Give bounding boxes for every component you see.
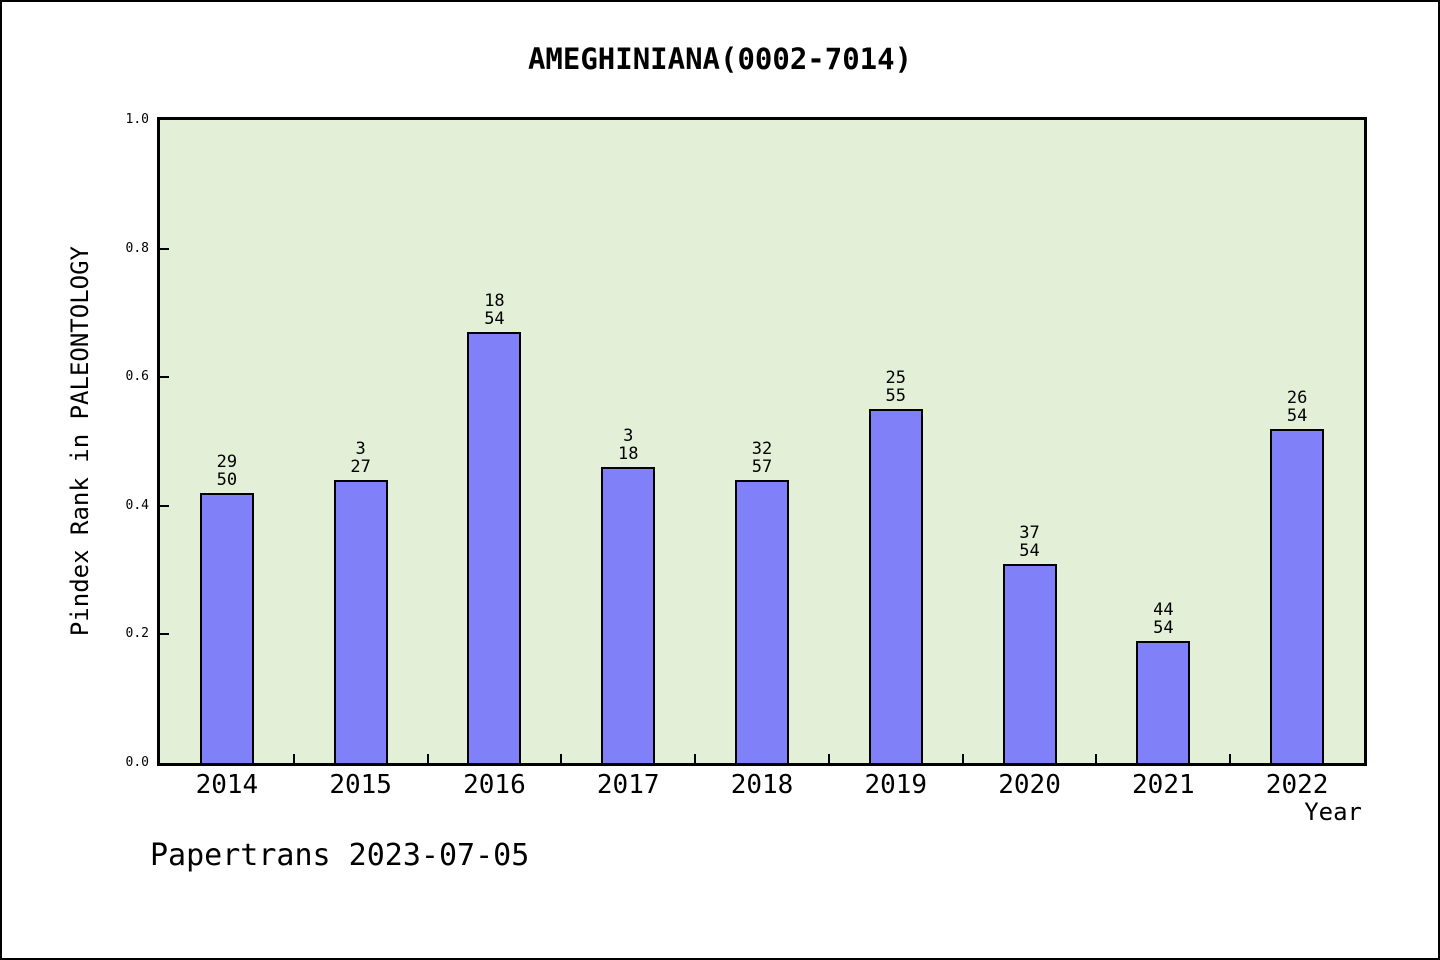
bar-value-label-2018: 32 57 bbox=[751, 439, 773, 478]
bar-2016 bbox=[467, 332, 522, 763]
y-axis-label-container: Pindex Rank in PALEONTOLOGY bbox=[60, 120, 100, 763]
x-tick-mark bbox=[694, 754, 697, 763]
x-tick-label-2018: 2018 bbox=[730, 770, 794, 800]
x-tick-label-2020: 2020 bbox=[998, 770, 1061, 800]
x-tick-mark bbox=[961, 754, 964, 763]
y-tick-label: 0.0 bbox=[125, 755, 149, 770]
y-tick-label: 0.6 bbox=[125, 369, 149, 385]
chart-title: AMEGHINIANA(0002-7014) bbox=[527, 42, 913, 76]
y-tick-mark bbox=[160, 376, 169, 379]
x-tick-label-2021: 2021 bbox=[1132, 770, 1195, 800]
x-tick-label-2016: 2016 bbox=[463, 770, 526, 800]
x-tick-label-2017: 2017 bbox=[596, 770, 660, 800]
y-tick-mark bbox=[160, 504, 169, 507]
plot-area: 29 50 3 27 18 54 3 18 32 57 25 55 37 54 44 54 26… bbox=[157, 117, 1367, 766]
x-tick-mark bbox=[827, 754, 830, 763]
bar-2015 bbox=[333, 480, 388, 763]
bar-value-label-2014: 29 50 bbox=[216, 451, 238, 490]
bar-2020 bbox=[1002, 563, 1057, 763]
watermark-text: Papertrans 2023-07-05 bbox=[150, 838, 530, 873]
x-axis-label: Year bbox=[1304, 798, 1362, 826]
x-tick-mark bbox=[292, 754, 295, 763]
bar-value-label-2019: 25 55 bbox=[885, 368, 906, 407]
y-tick-label: 0.2 bbox=[125, 626, 149, 642]
bar-2017 bbox=[601, 467, 656, 763]
bar-value-label-2015: 3 27 bbox=[350, 439, 371, 478]
x-tick-label-2022: 2022 bbox=[1265, 770, 1329, 800]
bar-2018 bbox=[735, 480, 789, 763]
x-tick-mark bbox=[426, 754, 429, 763]
x-tick-mark bbox=[1095, 754, 1098, 763]
bar-2019 bbox=[868, 409, 923, 763]
bar-value-label-2021: 44 54 bbox=[1153, 599, 1174, 638]
bar-2021 bbox=[1136, 640, 1191, 763]
y-tick-mark bbox=[160, 247, 169, 250]
bar-value-label-2017: 3 18 bbox=[617, 426, 639, 465]
bar-value-label-2020: 37 54 bbox=[1019, 522, 1040, 561]
x-tick-label-2019: 2019 bbox=[864, 770, 928, 800]
x-tick-label-2015: 2015 bbox=[329, 770, 392, 800]
bar-value-label-2022: 26 54 bbox=[1286, 387, 1308, 426]
y-tick-label: 1.0 bbox=[125, 112, 149, 127]
plot-inner: 29 50 3 27 18 54 3 18 32 57 25 55 37 54 44 54 26… bbox=[160, 120, 1364, 763]
x-tick-label-2014: 2014 bbox=[195, 770, 259, 800]
y-tick-mark bbox=[160, 633, 169, 636]
x-tick-mark bbox=[1229, 754, 1232, 763]
y-tick-label: 0.4 bbox=[125, 497, 149, 513]
y-axis-label: Pindex Rank in PALEONTOLOGY bbox=[66, 246, 94, 637]
x-tick-mark bbox=[560, 754, 563, 763]
bar-2014 bbox=[199, 492, 254, 763]
bar-value-label-2016: 18 54 bbox=[484, 291, 505, 330]
y-tick-label: 0.8 bbox=[125, 240, 149, 256]
bar-2022 bbox=[1270, 428, 1325, 763]
